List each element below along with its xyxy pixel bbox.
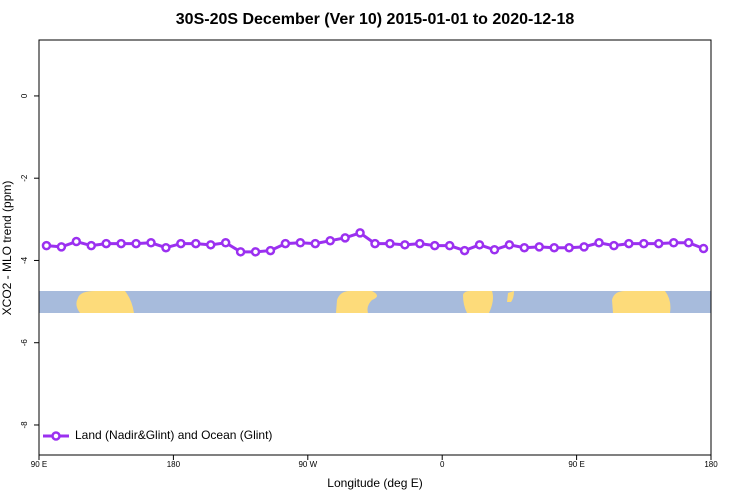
point	[489, 245, 500, 255]
point	[340, 233, 350, 243]
point	[370, 238, 380, 249]
point	[504, 240, 515, 250]
legend-marker	[51, 431, 61, 441]
point	[683, 238, 694, 248]
y-axis-label: XCO2 - MLO trend (ppm)	[0, 181, 14, 316]
point	[131, 238, 141, 249]
y-tick-label: -8	[20, 421, 29, 429]
point	[594, 238, 604, 248]
point	[191, 238, 201, 249]
point	[250, 247, 261, 257]
x-tick-label: 90 E	[568, 460, 584, 469]
point	[549, 242, 559, 253]
x-tick-label: 0	[440, 460, 445, 469]
point	[639, 238, 649, 249]
y-tick-label: -4	[20, 256, 29, 264]
y-tick-label: -6	[20, 339, 29, 347]
point	[668, 238, 679, 248]
legend-label: Land (Nadir&Glint) and Ocean (Glint)	[75, 428, 272, 442]
point	[534, 242, 545, 252]
point	[579, 242, 589, 252]
point	[385, 238, 395, 249]
point	[325, 235, 335, 246]
point	[235, 247, 246, 257]
plot-frame	[38, 39, 712, 456]
land-ocean-band	[39, 291, 711, 313]
point	[71, 236, 82, 247]
x-tick-label: 90 W	[298, 460, 317, 469]
y-tick-label: 0	[20, 93, 29, 98]
x-tick-label: 180	[167, 460, 181, 469]
point	[444, 240, 455, 251]
point	[86, 240, 97, 251]
chart-title: 30S-20S December (Ver 10) 2015-01-01 to …	[176, 11, 575, 28]
x-tick-label: 90 E	[31, 460, 47, 469]
point	[355, 228, 365, 238]
point	[101, 238, 111, 249]
point	[698, 243, 709, 254]
point	[280, 238, 291, 249]
point	[459, 245, 470, 256]
point	[161, 242, 171, 253]
point	[220, 238, 231, 248]
point	[400, 240, 410, 250]
point	[205, 240, 216, 250]
point	[310, 238, 321, 249]
point	[429, 240, 440, 251]
point	[474, 240, 485, 250]
x-tick-label: 180	[704, 460, 718, 469]
point	[146, 238, 156, 248]
point	[653, 238, 664, 249]
point	[609, 240, 619, 251]
point	[41, 240, 52, 251]
point	[265, 245, 276, 256]
point	[56, 242, 67, 252]
point	[176, 238, 186, 249]
x-axis-label: Longitude (deg E)	[327, 476, 422, 490]
point	[116, 238, 126, 249]
point	[519, 242, 530, 253]
point	[295, 238, 306, 248]
point	[564, 242, 574, 253]
point	[624, 238, 634, 249]
point	[415, 238, 425, 249]
y-tick-label: -2	[20, 174, 29, 182]
